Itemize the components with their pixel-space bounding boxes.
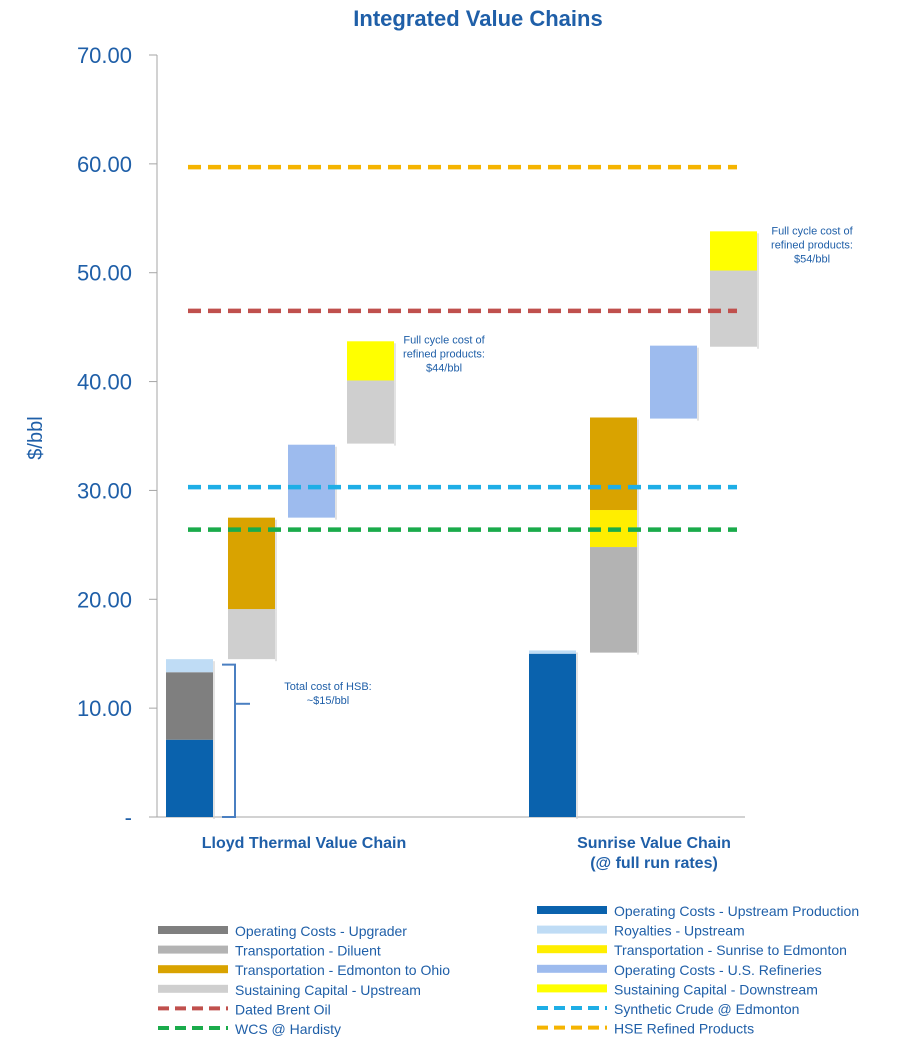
category-label: Sunrise Value Chain bbox=[577, 835, 731, 852]
bar-segment-shadow bbox=[697, 347, 699, 421]
y-tick-label: - bbox=[125, 805, 132, 830]
y-axis: - 10.00 20.00 30.00 40.00 50.00 60.00 70.00 bbox=[77, 43, 745, 830]
bar-segments bbox=[166, 231, 759, 819]
category-labels: Lloyd Thermal Value Chain Sunrise Value C… bbox=[202, 835, 731, 872]
bar-segment-shadow bbox=[637, 419, 639, 513]
reference-lines bbox=[188, 164, 737, 532]
legend-label: Sustaining Capital - Downstream bbox=[614, 981, 818, 997]
total-cost-bracket bbox=[222, 663, 236, 818]
bar-segment bbox=[228, 517, 275, 610]
y-tick-label: 40.00 bbox=[77, 370, 132, 395]
bar-segment bbox=[166, 659, 213, 673]
y-tick-label: 30.00 bbox=[77, 478, 132, 503]
legend-label: Transportation - Sunrise to Edmonton bbox=[614, 942, 847, 958]
legend-swatch bbox=[158, 926, 228, 934]
bar-segment bbox=[590, 417, 637, 511]
bar-segment-shadow bbox=[335, 446, 337, 520]
legend-label: HSE Refined Products bbox=[614, 1021, 754, 1037]
bar-segment-shadow bbox=[576, 652, 578, 656]
y-tick-label: 70.00 bbox=[77, 43, 132, 68]
bar-segment-shadow bbox=[576, 655, 578, 819]
legend-swatch bbox=[158, 965, 228, 974]
category-label: (@ full run rates) bbox=[590, 855, 718, 872]
bar-segment-shadow bbox=[213, 741, 215, 819]
y-tick-label: 20.00 bbox=[77, 587, 132, 612]
annotation-line: $44/bbl bbox=[426, 362, 462, 374]
legend-swatch bbox=[537, 925, 607, 934]
bar-segment bbox=[166, 672, 213, 740]
legend-label: Sustaining Capital - Upstream bbox=[235, 982, 421, 998]
legend-swatch bbox=[537, 945, 607, 954]
legend: Operating Costs - Upgrader Transportation… bbox=[158, 903, 859, 1037]
bar-segment-shadow bbox=[275, 611, 277, 662]
legend-swatch bbox=[537, 984, 607, 993]
bar-segment-shadow bbox=[394, 343, 396, 383]
legend-swatch bbox=[158, 984, 228, 993]
legend-label: Dated Brent Oil bbox=[235, 1001, 331, 1017]
legend-swatch bbox=[537, 906, 607, 914]
legend-label: WCS @ Hardisty bbox=[235, 1021, 341, 1037]
legend-label: Operating Costs - Upgrader bbox=[235, 923, 407, 939]
legend-swatch bbox=[158, 945, 228, 954]
category-label: Lloyd Thermal Value Chain bbox=[202, 835, 407, 852]
annotation-line: Full cycle cost of bbox=[771, 226, 853, 238]
bar-segment-shadow bbox=[757, 272, 759, 349]
bar-segment bbox=[529, 650, 576, 654]
annotation-line: Total cost of HSB: bbox=[284, 681, 371, 693]
legend-label: Operating Costs - Upstream Production bbox=[614, 903, 859, 919]
annotations: Total cost of HSB: ~$15/bbl Full cycle cos… bbox=[222, 226, 854, 818]
bar-segment bbox=[590, 547, 637, 653]
bar-segment bbox=[166, 739, 213, 817]
y-axis-label: $/bbl bbox=[25, 416, 47, 459]
bar-segment bbox=[710, 231, 757, 271]
bar-segment bbox=[228, 609, 275, 660]
bar-segment bbox=[288, 444, 335, 518]
legend-label: Transportation - Diluent bbox=[235, 943, 381, 959]
legend-label: Royalties - Upstream bbox=[614, 923, 745, 939]
annotation-line: $54/bbl bbox=[794, 254, 830, 266]
bar-segment-shadow bbox=[757, 233, 759, 273]
bar-segment-shadow bbox=[275, 519, 277, 612]
bar-segment-shadow bbox=[394, 382, 396, 446]
bar-segment bbox=[347, 341, 394, 381]
chart-title: Integrated Value Chains bbox=[353, 6, 602, 31]
annotation-line: Full cycle cost of bbox=[403, 334, 485, 346]
legend-swatch bbox=[537, 964, 607, 973]
annotation-line: refined products: bbox=[771, 240, 853, 252]
legend-label: Transportation - Edmonton to Ohio bbox=[235, 962, 450, 978]
bar-segment bbox=[650, 345, 697, 419]
bar-segment-shadow bbox=[213, 661, 215, 675]
bar-segment bbox=[347, 380, 394, 444]
y-tick-label: 50.00 bbox=[77, 261, 132, 286]
legend-label: Synthetic Crude @ Edmonton bbox=[614, 1001, 799, 1017]
bar-segment bbox=[529, 653, 576, 817]
bar-segment-shadow bbox=[637, 549, 639, 655]
bar-segment-shadow bbox=[213, 674, 215, 742]
legend-label: Operating Costs - U.S. Refineries bbox=[614, 962, 822, 978]
annotation-line: refined products: bbox=[403, 348, 485, 360]
annotation-line: ~$15/bbl bbox=[307, 695, 350, 707]
y-tick-label: 60.00 bbox=[77, 152, 132, 177]
y-tick-label: 10.00 bbox=[77, 696, 132, 721]
